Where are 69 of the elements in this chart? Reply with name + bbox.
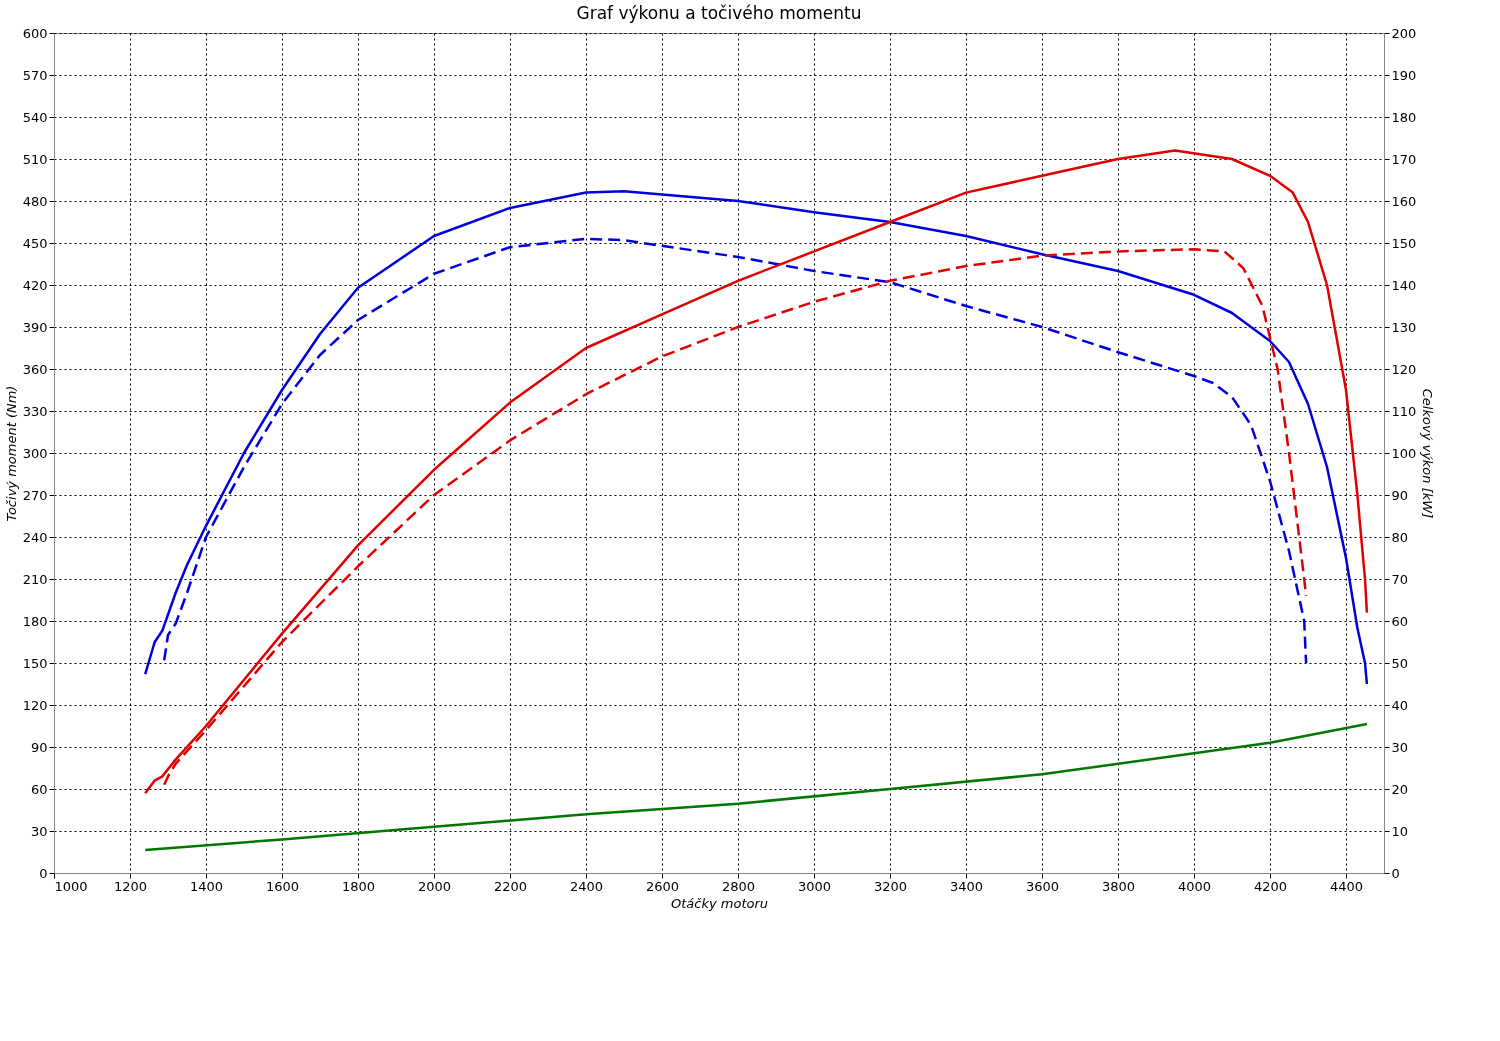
y-tick-label: 480 (22, 193, 48, 209)
y-tick-label: 360 (22, 361, 48, 377)
x-tick-label: 2000 (417, 878, 452, 894)
x-axis-title: Otáčky motoru (670, 895, 769, 911)
y2-tick-label: 100 (1391, 445, 1417, 461)
y2-tick-label: 30 (1391, 739, 1409, 755)
y-tick-label: 330 (22, 403, 48, 419)
x-tick-label: 1800 (341, 878, 376, 894)
x-tick-label: 2400 (569, 878, 604, 894)
x-tick-label: 3600 (1025, 878, 1060, 894)
y-tick-label: 300 (22, 445, 48, 461)
y-tick-label: 600 (22, 25, 48, 41)
x-tick-label: 1600 (265, 878, 300, 894)
y2-tick-label: 90 (1391, 487, 1409, 503)
y2-tick-label: 140 (1391, 277, 1417, 293)
y-tick-label: 60 (30, 781, 48, 797)
y-tick-label: 120 (22, 697, 48, 713)
x-tick-label: 1000 (54, 878, 88, 894)
y2-tick-label: 200 (1391, 25, 1417, 41)
y2-tick-label: 130 (1391, 319, 1417, 335)
y2-tick-label: 70 (1391, 571, 1409, 587)
x-tick-label: 3200 (873, 878, 908, 894)
x-tick-label: 1400 (189, 878, 224, 894)
x-tick-label: 4000 (1177, 878, 1212, 894)
y-tick-label: 30 (30, 823, 48, 839)
x-tick-label: 2200 (493, 878, 528, 894)
y2-tick-label: 160 (1391, 193, 1417, 209)
y-tick-label: 0 (39, 865, 48, 881)
x-tick-label: 1200 (113, 878, 148, 894)
y2-tick-label: 20 (1391, 781, 1409, 797)
y2-tick-label: 120 (1391, 361, 1417, 377)
y-tick-label: 570 (22, 67, 48, 83)
y-tick-label: 210 (22, 571, 48, 587)
y2-tick-label: 180 (1391, 109, 1417, 125)
y-tick-label: 390 (22, 319, 48, 335)
y2-tick-label: 60 (1391, 613, 1409, 629)
y-tick-label: 270 (22, 487, 48, 503)
line-series (143, 722, 1369, 852)
y-axis-title: Točivý moment (Nm) (3, 385, 19, 522)
line-series (162, 248, 1308, 787)
y2-axis-title: Celkový výkon [kW] (1420, 388, 1436, 519)
x-tick-label: 4200 (1253, 878, 1288, 894)
line-series (162, 237, 1308, 665)
x-tick-label: 3800 (1101, 878, 1136, 894)
y-tick-label: 540 (22, 109, 48, 125)
y-tick-label: 90 (30, 739, 48, 755)
y-tick-label: 510 (22, 151, 48, 167)
y-tick-label: 150 (22, 655, 48, 671)
x-tick-label: 2600 (645, 878, 680, 894)
y2-tick-label: 40 (1391, 697, 1409, 713)
y2-tick-label: 110 (1391, 403, 1417, 419)
y2-tick-label: 170 (1391, 151, 1417, 167)
y2-tick-label: 50 (1391, 655, 1409, 671)
line-series (143, 149, 1369, 795)
y2-tick-label: 0 (1391, 865, 1400, 881)
y-tick-label: 420 (22, 277, 48, 293)
line-series (143, 189, 1369, 686)
y-tick-label: 450 (22, 235, 48, 251)
y-tick-label: 240 (22, 529, 48, 545)
y-tick-label: 180 (22, 613, 48, 629)
y2-tick-label: 80 (1391, 529, 1409, 545)
x-tick-label: 3000 (797, 878, 832, 894)
y2-tick-label: 150 (1391, 235, 1417, 251)
y2-tick-label: 10 (1391, 823, 1409, 839)
x-tick-label: 2800 (721, 878, 756, 894)
y2-tick-label: 190 (1391, 67, 1417, 83)
chart-title: Graf výkonu a točivého momentu (576, 3, 862, 23)
x-tick-label: 3400 (949, 878, 984, 894)
x-tick-label: 4400 (1329, 878, 1364, 894)
